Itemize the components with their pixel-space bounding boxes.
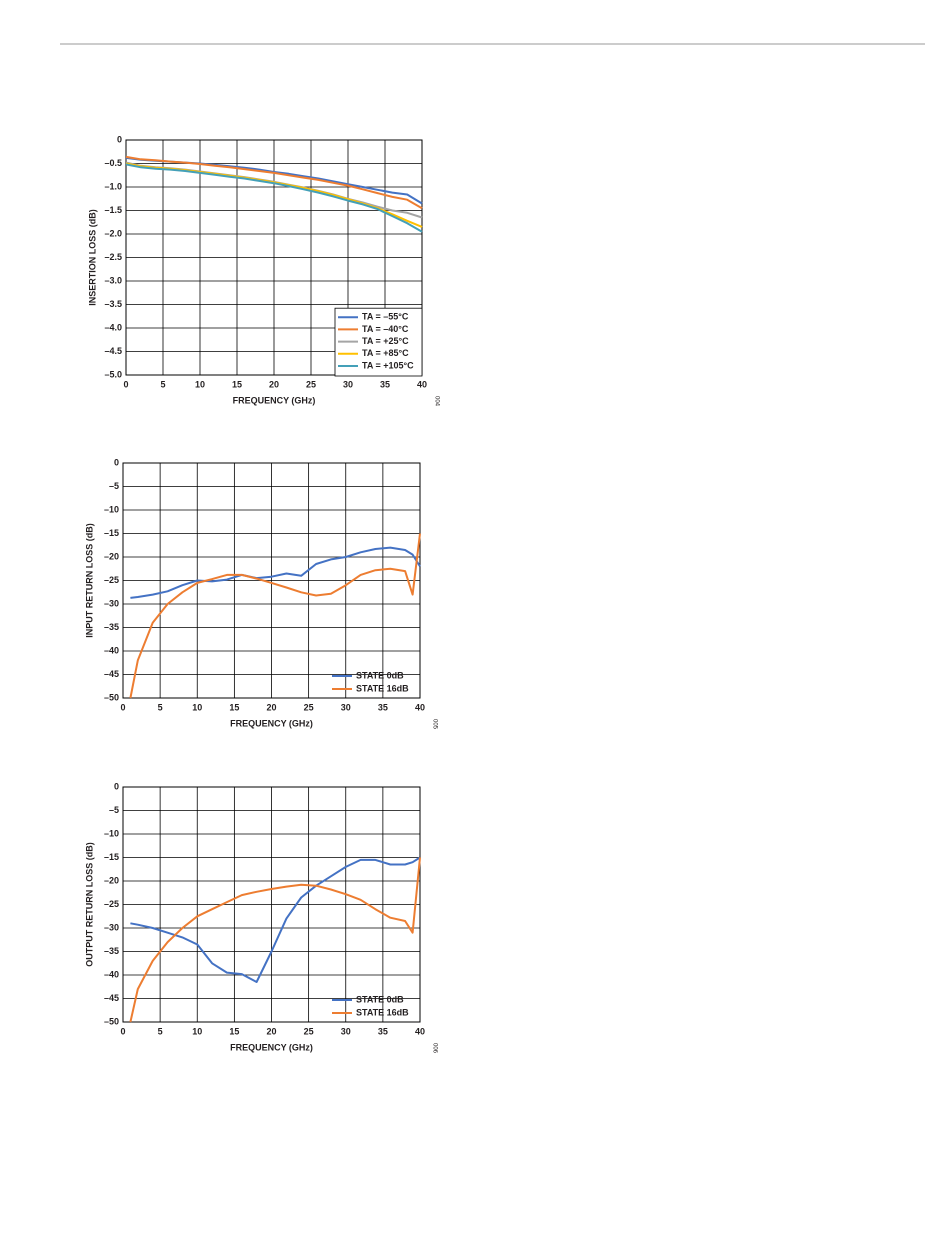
legend-label: TA = +25°C [362,336,409,346]
y-tick-label: –45 [104,669,119,679]
y-tick-label: –2.5 [104,252,122,262]
legend-label: STATE 0dB [356,994,404,1004]
x-axis-label: FREQUENCY (GHz) [230,718,313,728]
y-tick-label: –35 [104,622,119,632]
y-tick-label: –1.5 [104,205,122,215]
y-tick-label: –2.0 [104,228,122,238]
x-tick-label: 25 [306,379,316,389]
y-tick-label: –5 [109,481,119,491]
legend-label: TA = +85°C [362,348,409,358]
x-tick-label: 30 [341,1026,351,1036]
x-tick-label: 0 [120,1026,125,1036]
y-tick-label: –35 [104,946,119,956]
series-line [129,857,421,1023]
x-tick-label: 5 [158,702,163,712]
x-tick-label: 35 [378,1026,388,1036]
x-tick-label: 25 [304,1026,314,1036]
figure-id: 004 [433,396,439,407]
y-tick-label: –40 [104,969,119,979]
legend-label: STATE 16dB [356,683,409,693]
series-line [126,155,423,210]
y-tick-label: –40 [104,645,119,655]
figure-id: 006 [431,1043,437,1054]
legend-label: TA = –40°C [362,324,409,334]
x-tick-label: 40 [417,379,427,389]
legend-label: TA = –55°C [362,312,409,322]
y-tick-label: –50 [104,692,119,702]
y-tick-label: –20 [104,551,119,561]
y-axis-label: INSERTION LOSS (dB) [87,209,97,306]
y-tick-label: –50 [104,1016,119,1026]
y-tick-label: –15 [104,528,119,538]
x-tick-label: 10 [192,702,202,712]
series-line [130,546,421,599]
figure-id: 005 [431,719,437,730]
x-tick-label: 10 [195,379,205,389]
y-tick-label: –4.0 [104,322,122,332]
y-axis-label: INPUT RETURN LOSS (dB) [84,523,94,638]
y-tick-label: –10 [104,504,119,514]
y-tick-label: 0 [114,457,119,467]
y-tick-label: –3.0 [104,275,122,285]
x-tick-label: 35 [380,379,390,389]
x-tick-label: 5 [160,379,165,389]
y-tick-label: –45 [104,993,119,1003]
legend-label: STATE 16dB [356,1007,409,1017]
y-axis-label: OUTPUT RETURN LOSS (dB) [84,842,94,967]
y-tick-label: –5 [109,805,119,815]
x-tick-label: 0 [120,702,125,712]
y-tick-label: –30 [104,598,119,608]
y-tick-label: –25 [104,575,119,585]
y-tick-label: –0.5 [104,158,122,168]
x-tick-label: 40 [415,1026,425,1036]
x-tick-label: 35 [378,702,388,712]
y-tick-label: –3.5 [104,299,122,309]
x-tick-label: 25 [304,702,314,712]
x-tick-label: 5 [158,1026,163,1036]
x-tick-label: 30 [343,379,353,389]
series-line [126,163,423,233]
y-tick-label: –10 [104,828,119,838]
x-tick-label: 15 [232,379,242,389]
x-tick-label: 15 [229,702,239,712]
y-tick-label: –25 [104,899,119,909]
series-line [129,533,421,699]
y-tick-label: 0 [117,134,122,144]
y-tick-label: 0 [114,781,119,791]
x-tick-label: 10 [192,1026,202,1036]
y-tick-label: –1.0 [104,181,122,191]
y-tick-label: –5.0 [104,369,122,379]
x-tick-label: 30 [341,702,351,712]
y-tick-label: –4.5 [104,346,122,356]
x-tick-label: 0 [123,379,128,389]
y-tick-label: –15 [104,852,119,862]
legend-label: TA = +105°C [362,360,414,370]
legend-label: STATE 0dB [356,670,404,680]
x-tick-label: 20 [266,702,276,712]
x-axis-label: FREQUENCY (GHz) [230,1042,313,1052]
x-tick-label: 15 [229,1026,239,1036]
y-tick-label: –20 [104,875,119,885]
x-tick-label: 20 [269,379,279,389]
x-tick-label: 20 [266,1026,276,1036]
x-axis-label: FREQUENCY (GHz) [233,395,316,405]
y-tick-label: –30 [104,922,119,932]
x-tick-label: 40 [415,702,425,712]
